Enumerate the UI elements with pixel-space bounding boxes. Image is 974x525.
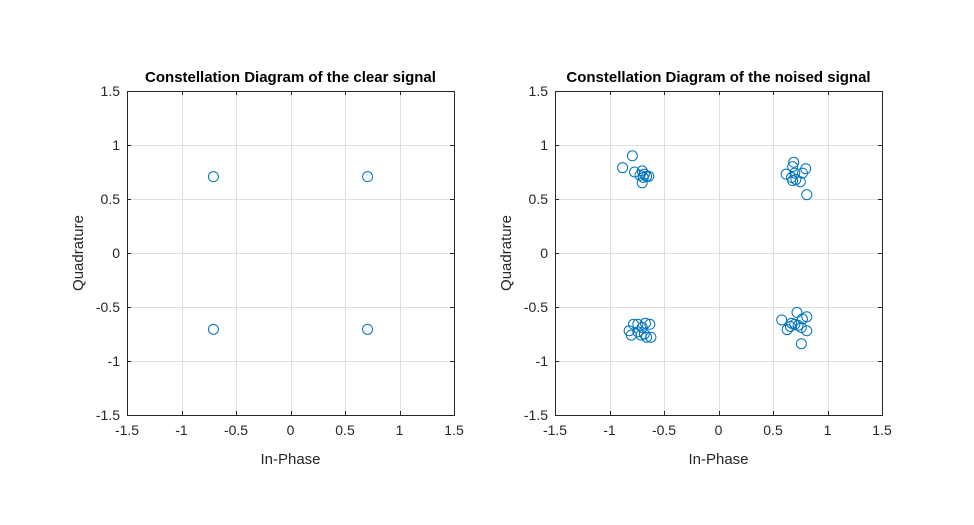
y-tick-label: -0.5 xyxy=(96,299,120,315)
data-point xyxy=(634,169,646,181)
data-point xyxy=(781,324,793,336)
data-point xyxy=(617,162,629,174)
y-tick-label: 1.5 xyxy=(101,83,121,99)
data-point xyxy=(784,320,796,332)
x-tick-label: -1 xyxy=(603,422,616,438)
x-tick-label: 1 xyxy=(824,422,832,438)
y-axis-label: Quadrature xyxy=(498,215,515,291)
data-point xyxy=(776,314,788,326)
x-tick-label: -1.5 xyxy=(543,422,567,438)
data-point xyxy=(795,322,807,334)
y-tick-label: 1 xyxy=(112,137,120,153)
x-tick-label: -1 xyxy=(175,422,188,438)
data-point xyxy=(362,323,374,335)
data-point xyxy=(643,170,655,182)
data-point xyxy=(794,176,806,188)
x-axis-label: In-Phase xyxy=(260,451,320,468)
data-point xyxy=(207,171,219,183)
x-tick-label: 0 xyxy=(287,422,295,438)
data-point xyxy=(787,175,799,187)
y-tick-label: 0.5 xyxy=(529,191,549,207)
x-axis-label: In-Phase xyxy=(688,451,748,468)
data-point xyxy=(632,326,644,338)
x-tick-label: 1.5 xyxy=(444,422,464,438)
x-tick-label: -1.5 xyxy=(115,422,139,438)
y-tick-label: 1 xyxy=(540,137,548,153)
x-tick-label: 0.5 xyxy=(763,422,783,438)
data-point xyxy=(636,322,648,334)
y-axis-label: Quadrature xyxy=(70,215,87,291)
data-point xyxy=(641,331,653,343)
data-point xyxy=(791,306,803,318)
x-tick-label: -0.5 xyxy=(652,422,676,438)
y-tick-label: -1.5 xyxy=(96,407,120,423)
data-point xyxy=(207,323,219,335)
y-tick-label: 0 xyxy=(112,245,120,261)
x-tick-label: 1.5 xyxy=(872,422,892,438)
x-tick-label: -0.5 xyxy=(224,422,248,438)
x-tick-label: 0 xyxy=(715,422,723,438)
grid xyxy=(555,91,882,415)
data-point xyxy=(787,161,799,173)
y-tick-label: 0.5 xyxy=(101,191,121,207)
data-point xyxy=(796,167,808,179)
data-point xyxy=(626,150,638,162)
data-point xyxy=(801,325,813,337)
data-point xyxy=(792,319,804,331)
grid xyxy=(127,91,454,415)
y-tick-label: 1.5 xyxy=(529,83,549,99)
x-tick-label: 1 xyxy=(396,422,404,438)
y-tick-label: -1 xyxy=(536,353,549,369)
data-point xyxy=(788,156,800,168)
x-tick-label: 0.5 xyxy=(335,422,355,438)
chart-title: Constellation Diagram of the clear signa… xyxy=(145,69,436,86)
data-points xyxy=(617,150,813,350)
ticks: -1.5 -1 -0.5 0 0.5 1 1.5 -1.5 -1 -0.5 0 0.5 1 1.5 xyxy=(96,83,464,438)
data-point xyxy=(780,168,792,180)
ticks: -1.5 -1 -0.5 0 0.5 1 1.5 -1.5 -1 -0.5 0 0.5 1 1.5 xyxy=(524,83,892,438)
chart-panel-clear-signal: -1.5 -1 -0.5 0 0.5 1 1.5 -1.5 -1 -0.5 0 0.5 1 1.5 Con… xyxy=(70,69,464,468)
chart-title: Constellation Diagram of the noised sign… xyxy=(566,69,870,86)
data-points xyxy=(207,171,374,335)
y-tick-label: -1 xyxy=(108,353,121,369)
chart-panel-noised-signal: -1.5 -1 -0.5 0 0.5 1 1.5 -1.5 -1 -0.5 0 0.5 1 1.5 Con… xyxy=(498,69,892,468)
data-point xyxy=(801,189,813,201)
y-tick-label: 0 xyxy=(540,245,548,261)
y-tick-label: -0.5 xyxy=(524,299,548,315)
data-point xyxy=(795,338,807,350)
data-point xyxy=(636,177,648,189)
data-point xyxy=(644,318,656,330)
data-point xyxy=(645,331,657,343)
y-tick-label: -1.5 xyxy=(524,407,548,423)
data-point xyxy=(637,171,649,183)
data-point xyxy=(362,171,374,183)
